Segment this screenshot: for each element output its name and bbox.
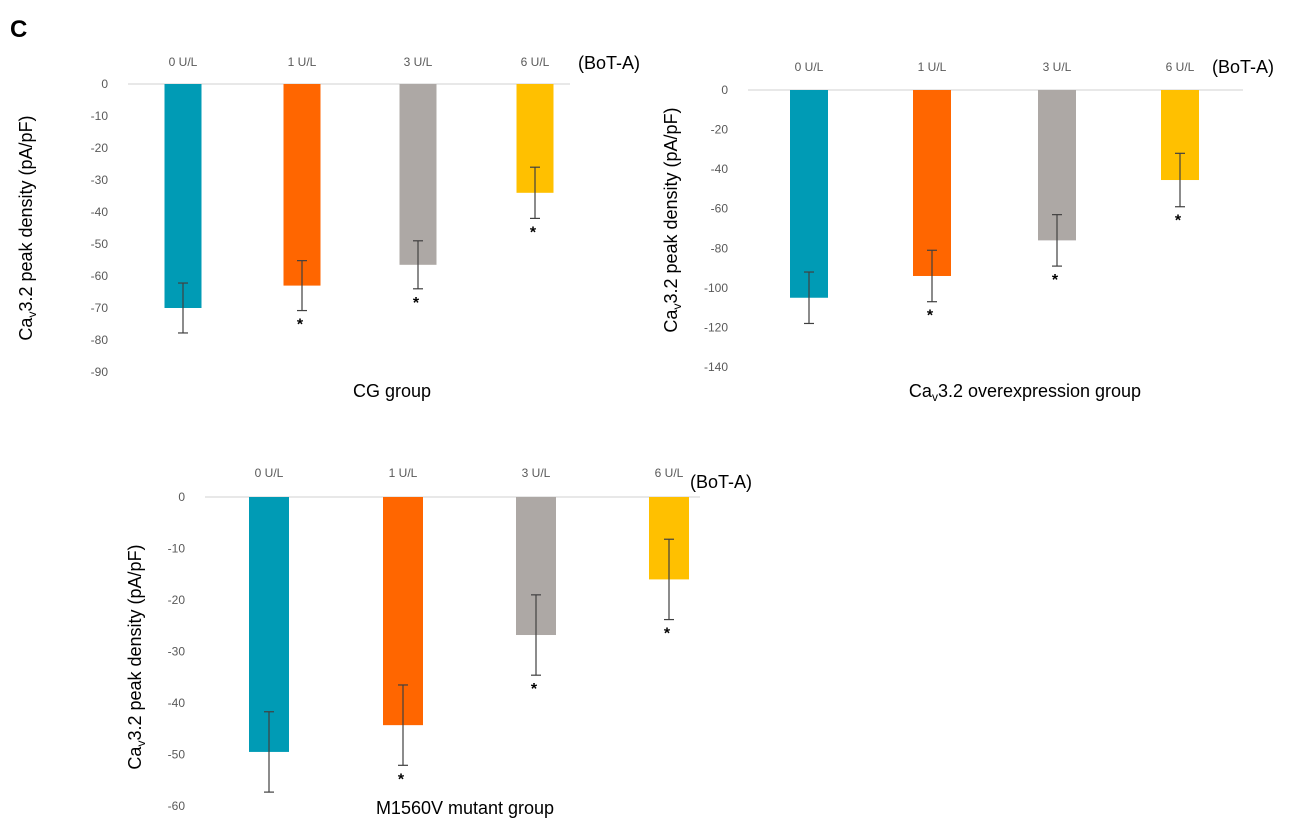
y-tick-label: -40	[91, 205, 109, 219]
category-label: 0 U/L	[795, 60, 824, 74]
category-label: 0 U/L	[169, 55, 198, 69]
significance-marker: *	[927, 308, 934, 325]
treatment-label: (BoT-A)	[1212, 57, 1274, 77]
y-tick-label: -80	[91, 333, 109, 347]
significance-marker: *	[297, 317, 304, 334]
y-tick-label: -60	[91, 269, 109, 283]
chart-1: 0 -10 -20 -30 -40 -50 -60 -70 -80 -90 0 U/L 1 U/L * 3…	[16, 53, 640, 401]
significance-marker: *	[398, 771, 405, 788]
y-tick-label: -20	[91, 141, 109, 155]
bar-3-u-l	[399, 84, 437, 265]
category-label: 0 U/L	[255, 466, 284, 480]
x-axis-caption: Cav3.2 overexpression group	[909, 381, 1141, 404]
significance-marker: *	[1052, 272, 1059, 289]
y-tick-label: -20	[711, 123, 729, 137]
y-tick-label: 0	[178, 490, 185, 504]
category-label: 6 U/L	[655, 466, 684, 480]
y-tick-label: -140	[704, 360, 728, 374]
y-tick-label: -50	[91, 237, 109, 251]
significance-marker: *	[530, 224, 537, 241]
y-tick-label: -40	[168, 696, 186, 710]
significance-marker: *	[413, 295, 420, 312]
y-tick-label: 0	[721, 83, 728, 97]
y-tick-label: -20	[168, 593, 186, 607]
y-axis-label: Cav3.2 peak density (pA/pF)	[16, 115, 39, 340]
y-axis-label: Cav3.2 peak density (pA/pF)	[125, 544, 148, 769]
y-tick-label: -80	[711, 241, 729, 255]
y-tick-label: -30	[91, 173, 109, 187]
category-label: 6 U/L	[521, 55, 550, 69]
category-label: 3 U/L	[404, 55, 433, 69]
chart-3: 0 -10 -20 -30 -40 -50 -60 0 U/L 1 U/L * 3 U/L * 6 U/…	[125, 466, 752, 818]
category-label: 6 U/L	[1166, 60, 1195, 74]
charts-container: 0 -10 -20 -30 -40 -50 -60 -70 -80 -90 0 U/L 1 U/L * 3…	[16, 53, 1274, 818]
y-tick-label: -70	[91, 301, 109, 315]
significance-marker: *	[664, 626, 671, 643]
x-axis-caption: M1560V mutant group	[376, 798, 554, 818]
y-tick-label: 0	[101, 77, 108, 91]
x-axis-caption: CG group	[353, 381, 431, 401]
y-axis-label: Cav3.2 peak density (pA/pF)	[661, 107, 684, 332]
category-label: 3 U/L	[522, 466, 551, 480]
bar-0-u-l	[249, 497, 289, 752]
significance-marker: *	[531, 681, 538, 698]
significance-marker: *	[1175, 213, 1182, 230]
category-label: 1 U/L	[918, 60, 947, 74]
category-label: 3 U/L	[1043, 60, 1072, 74]
y-tick-label: -50	[168, 748, 186, 762]
category-label: 1 U/L	[288, 55, 317, 69]
y-tick-label: -60	[711, 202, 729, 216]
panel-letter: C	[10, 16, 27, 43]
treatment-label: (BoT-A)	[690, 472, 752, 492]
treatment-label: (BoT-A)	[578, 53, 640, 73]
y-tick-label: -30	[168, 645, 186, 659]
bar-1-u-l	[913, 90, 951, 276]
y-tick-label: -10	[91, 109, 109, 123]
y-tick-label: -120	[704, 320, 728, 334]
y-tick-label: -40	[711, 162, 729, 176]
y-tick-label: -10	[168, 542, 186, 556]
y-tick-label: -90	[91, 365, 109, 379]
category-label: 1 U/L	[389, 466, 418, 480]
bar-1-u-l	[283, 84, 321, 286]
chart-2: 0 -20 -40 -60 -80 -100 -120 -140 0 U/L 1 U/L * 3 U/…	[661, 57, 1274, 404]
bar-0-u-l	[790, 90, 828, 298]
y-tick-label: -60	[168, 799, 186, 813]
y-tick-label: -100	[704, 281, 728, 295]
bar-0-u-l	[164, 84, 202, 308]
